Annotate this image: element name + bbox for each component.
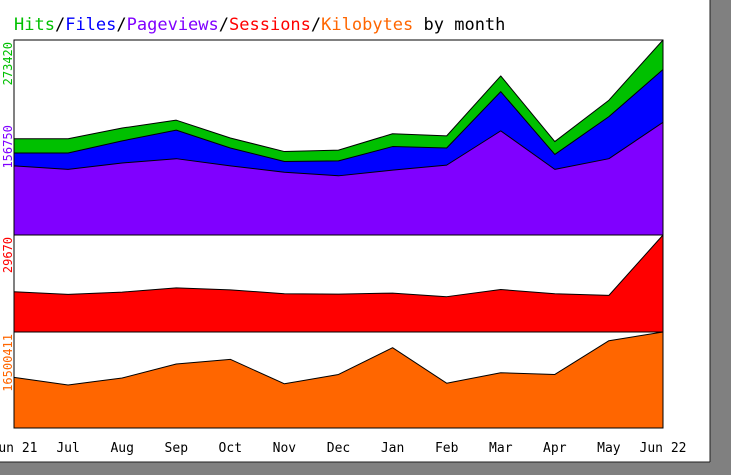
title-suffix: by month [413,15,505,35]
x-label-0: Jun 21 [0,441,37,456]
x-label-8: Feb [435,441,459,456]
x-axis-labels: Jun 21 Jul Aug Sep Oct Nov Dec Jan Feb Mar Apr May J… [0,441,686,456]
panel-kilobytes [13,331,664,429]
x-label-12: Jun 22 [640,441,687,456]
area-sessions [13,234,664,333]
area-pageviews [13,121,664,236]
area-kilobytes [13,331,664,429]
panel-bottom-border [13,331,664,429]
y-label-top-1: 156750 [1,125,15,168]
x-label-1: Jul [56,441,79,456]
y-label-top-0: 273420 [1,42,15,85]
frame-shadow-bottom [0,460,731,475]
x-label-10: Apr [543,441,567,456]
x-label-5: Nov [273,441,297,456]
panel-sessions [13,234,664,333]
panel-middle-areas [13,234,664,333]
x-label-6: Dec [327,441,350,456]
y-axis-labels: 273420 156750 29670 16500411 [1,42,15,392]
title-sep-2: / [116,15,126,35]
panel-bottom-areas [13,331,664,429]
panel-top-areas [13,39,664,236]
title-kilobytes: Kilobytes [321,15,413,35]
x-label-11: May [597,441,621,456]
title-files: Files [65,15,116,35]
title-sep-1: / [55,15,65,35]
title-pageviews: Pageviews [127,15,219,35]
title-sessions: Sessions [229,15,311,35]
x-label-4: Oct [219,441,242,456]
title-hits: Hits [14,15,55,35]
title-sep-3: / [219,15,229,35]
x-label-7: Jan [381,441,404,456]
y-label-bottom-0: 16500411 [1,334,15,392]
title-sep-4: / [311,15,321,35]
y-label-middle-0: 29670 [1,237,15,273]
x-label-3: Sep [165,441,189,456]
x-label-2: Aug [110,441,133,456]
chart-title: Hits/Files/Pageviews/Sessions/Kilobytes … [14,15,505,35]
x-label-9: Mar [489,441,513,456]
panel-hits-files-pageviews [13,39,664,236]
